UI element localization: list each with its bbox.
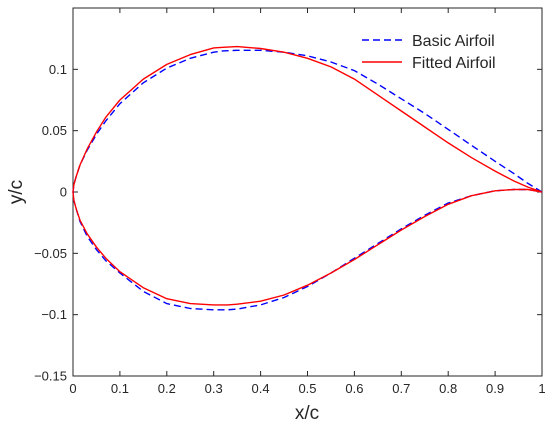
x-axis-label: x/c <box>295 403 319 424</box>
x-tick-label: 1 <box>538 381 545 396</box>
x-tick-label: 0.2 <box>158 381 176 396</box>
x-tick-label: 0.6 <box>345 381 363 396</box>
x-tick-label: 0.1 <box>111 381 129 396</box>
y-axis-ticks: −0.15 −0.1 −0.05 0 0.05 0.1 <box>34 62 542 384</box>
x-tick-label: 0.5 <box>298 381 316 396</box>
x-axis-ticks: 0 0.1 0.2 0.3 0.4 0.5 0.6 0.7 0.8 0.9 1 <box>69 8 546 396</box>
x-tick-label: 0.9 <box>486 381 504 396</box>
x-tick-label: 0 <box>69 381 76 396</box>
x-tick-label: 0.4 <box>252 381 270 396</box>
y-tick-label: 0 <box>60 185 67 200</box>
y-tick-label: 0.1 <box>49 62 67 77</box>
x-tick-label: 0.3 <box>205 381 223 396</box>
series-line-fitted-airfoil <box>72 45 543 306</box>
legend-label-basic-airfoil: Basic Airfoil <box>412 33 495 50</box>
plot-area <box>72 7 543 377</box>
legend-label-fitted-airfoil: Fitted Airfoil <box>412 55 496 72</box>
series-layer <box>72 45 543 311</box>
y-axis-label: y/c <box>6 180 27 204</box>
y-tick-label: −0.05 <box>34 246 67 261</box>
y-tick-label: −0.15 <box>34 369 67 384</box>
legend: Basic Airfoil Fitted Airfoil <box>362 33 496 72</box>
y-tick-label: −0.1 <box>41 307 67 322</box>
y-tick-label: 0.05 <box>42 123 67 138</box>
x-tick-label: 0.8 <box>439 381 457 396</box>
x-tick-label: 0.7 <box>392 381 410 396</box>
